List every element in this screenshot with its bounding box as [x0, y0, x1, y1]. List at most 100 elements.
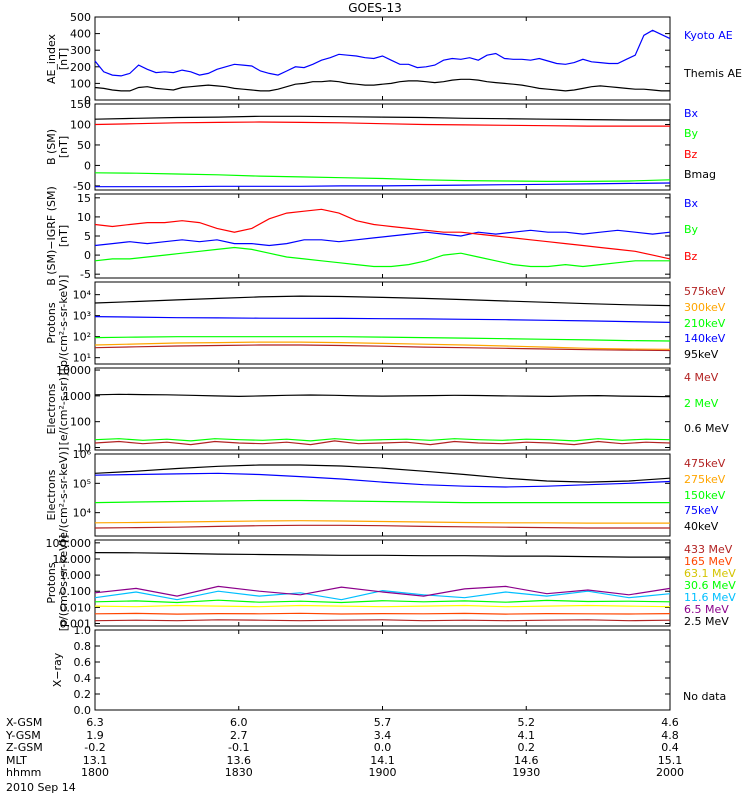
series-line [94, 440, 671, 446]
y-tick-label: 10⁴ [73, 289, 92, 302]
y-tick-label: 10000 [56, 364, 91, 377]
y-tick-label: 400 [70, 28, 91, 41]
date-label: 2010 Sep 14 [6, 781, 76, 794]
orbit-value: 4.8 [661, 728, 679, 742]
orbit-value: 14.6 [514, 753, 539, 767]
y-tick-label: 10⁴ [73, 507, 92, 520]
series-line [94, 29, 671, 77]
orbit-row-label: hhmm [6, 766, 42, 779]
y-tick-label: 0.010 [60, 601, 92, 614]
legend-entry: By [684, 223, 699, 237]
y-tick-label: 10⁵ [73, 477, 91, 490]
y-tick-label: 10² [73, 331, 91, 344]
orbit-value: 15.1 [657, 753, 683, 767]
series-line [94, 336, 671, 342]
series-line [94, 589, 671, 601]
orbit-value: 6.0 [230, 716, 248, 729]
legend-entry: Themis AE [684, 67, 742, 81]
series-line [94, 341, 671, 350]
series-line [94, 619, 671, 622]
series-line [94, 208, 671, 260]
y-tick-label: 10 [77, 211, 91, 224]
chart-title: GOES-13 [348, 1, 402, 15]
legend-entry: 575keV [684, 285, 726, 298]
series-line [94, 499, 670, 504]
series-line [94, 295, 671, 307]
y-tick-label: 0.100 [60, 585, 92, 598]
orbit-value: -0.1 [228, 741, 250, 754]
series-line [95, 182, 671, 188]
orbit-value: 14.1 [370, 753, 395, 767]
y-tick-label: 0.001 [60, 618, 92, 631]
orbit-row-label: X-GSM [6, 716, 43, 729]
y-tick-label: 500 [70, 11, 91, 24]
y-tick-label: 50 [77, 139, 91, 152]
y-tick-label: 0 [84, 94, 91, 107]
series-line [94, 520, 670, 524]
orbit-value: 13.6 [226, 753, 252, 767]
y-tick-label: 10¹ [73, 352, 91, 365]
orbit-value: 1800 [81, 766, 109, 779]
series-line [94, 524, 670, 529]
series-line [94, 551, 670, 558]
y-tick-label: 10⁶ [73, 448, 92, 461]
y-tick-label: -5 [80, 268, 91, 281]
series-line [94, 229, 671, 247]
y-tick-label: 0 [84, 159, 91, 172]
panel-frame [94, 367, 671, 451]
series-line [94, 344, 671, 352]
legend-entry: Bz [684, 249, 698, 263]
y-tick-label: 1.000 [60, 569, 92, 582]
orbit-value: 3.4 [373, 728, 392, 742]
series-line [94, 172, 671, 182]
series-line [94, 599, 671, 604]
orbit-value: -0.2 [84, 741, 106, 754]
y-axis-label: Electrons [e/(cm²-s-sr)] [45, 372, 70, 446]
legend-entry: 150keV [684, 488, 726, 502]
legend-entry: 433 MeV [684, 543, 733, 556]
series-line [94, 246, 670, 268]
legend-entry: 11.6 MeV [684, 590, 736, 604]
y-tick-label: 10.000 [53, 553, 92, 566]
y-tick-label: 100 [70, 118, 91, 131]
y-tick-label: 0.6 [74, 656, 92, 669]
y-axis-label: Protons [p/(cm²-s-sr-keV)] [45, 274, 70, 372]
legend-entry: 2 MeV [684, 396, 719, 410]
legend-entry: Kyoto AE [684, 29, 733, 43]
legend-entry: 6.5 MeV [684, 602, 729, 616]
legend-entry: 95keV [684, 348, 719, 362]
y-tick-label: 5 [84, 230, 91, 243]
y-axis-label: X−ray [51, 652, 64, 688]
y-axis-label: B (SM) [nT] [45, 128, 70, 166]
y-axis-label: Protons [p/(cm²-s-sr-keV)] [45, 534, 70, 632]
orbit-value: 1900 [368, 766, 397, 779]
orbit-value: 2.7 [230, 728, 248, 742]
orbit-value: 6.3 [86, 716, 104, 729]
y-tick-label: 15 [77, 192, 91, 205]
y-tick-label: 0.2 [74, 688, 92, 701]
y-tick-label: 300 [70, 44, 91, 57]
orbit-value: 0.4 [661, 741, 679, 754]
legend-entry: 210keV [684, 316, 726, 330]
legend-entry: Bmag [684, 168, 716, 182]
y-tick-label: 0.8 [74, 640, 92, 653]
no-data-label: No data [683, 690, 727, 703]
orbit-value: 1830 [224, 766, 253, 779]
series-line [94, 115, 670, 121]
legend-entry: 63.1 MeV [684, 566, 736, 580]
series-line [94, 472, 671, 488]
legend-entry: 275keV [684, 472, 726, 486]
series-line [94, 78, 670, 92]
series-line [94, 316, 671, 323]
legend-entry: By [684, 127, 699, 141]
orbit-row-label: Z-GSM [6, 741, 43, 754]
orbit-value: 1930 [512, 766, 541, 779]
y-tick-label: -50 [73, 180, 91, 193]
orbit-value: 1.9 [86, 728, 104, 742]
y-tick-label: 1000 [63, 390, 91, 403]
legend-entry: 475keV [684, 457, 726, 470]
y-tick-label: 200 [70, 61, 91, 74]
legend-entry: 30.6 MeV [684, 578, 736, 592]
panel-frame [94, 453, 671, 537]
y-axis-label: B (SM)−IGRF (SM) [nT] [45, 186, 70, 286]
